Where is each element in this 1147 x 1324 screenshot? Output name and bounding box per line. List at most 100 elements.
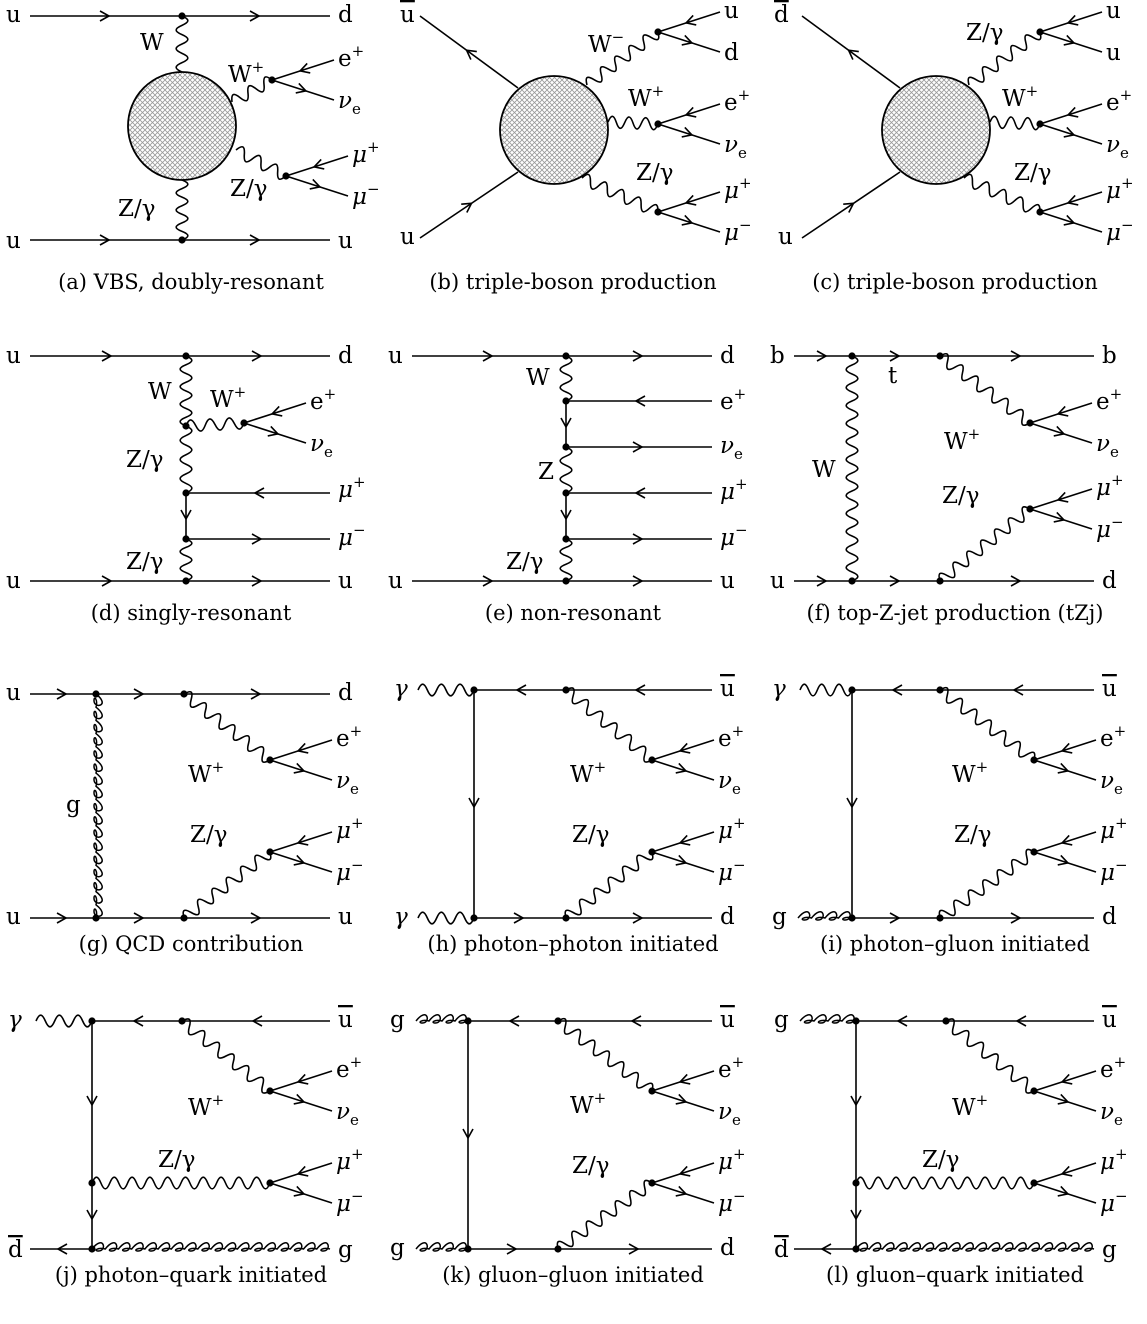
vertex-dot xyxy=(182,535,190,543)
particle-label: μ− xyxy=(1096,513,1124,543)
particle-label: Z/γ xyxy=(966,20,1003,46)
vertex-dot xyxy=(464,1017,472,1025)
label-part: ν xyxy=(338,88,352,114)
fermion-line xyxy=(657,191,721,213)
label-part: μ xyxy=(724,178,739,204)
fermion-arrow xyxy=(684,106,697,118)
fermion-arrow xyxy=(1053,511,1066,523)
fermion-line xyxy=(1033,1162,1097,1184)
label-part: u xyxy=(338,1007,353,1033)
fermion-arrow xyxy=(850,1209,862,1221)
fermion-arrow xyxy=(634,487,646,499)
label-part: + xyxy=(351,1145,364,1163)
boson-line xyxy=(185,417,245,432)
label-part: b xyxy=(1102,343,1117,369)
diagram-j-svg: e+νeμ+μ−W+Z/γγ ud g xyxy=(8,1007,364,1263)
fermion-arrow xyxy=(889,350,901,362)
vertex-dot xyxy=(266,848,274,856)
label-part: d xyxy=(774,1237,789,1263)
diagram-h: e+ νe μ+ μ− W+ Z/γ γ γ u d (h) photon–photon initi… xyxy=(382,662,764,993)
particle-label: μ− xyxy=(336,856,364,886)
particle-label: μ+ xyxy=(718,814,746,844)
fermion-line xyxy=(285,155,349,177)
fermion-arrow xyxy=(312,158,325,170)
fermion-arrow xyxy=(296,834,309,846)
label-part: g xyxy=(774,1007,789,1033)
label-part: μ xyxy=(338,477,353,503)
vertex-dot xyxy=(562,352,570,360)
particle-label: μ+ xyxy=(336,1145,364,1175)
label-part: μ xyxy=(720,479,735,505)
fermion-arrow xyxy=(1063,126,1076,138)
particle-label: W xyxy=(526,365,550,391)
particle-label: d xyxy=(724,40,739,66)
particle-label: μ+ xyxy=(336,814,364,844)
vertex-dot xyxy=(554,1245,562,1253)
particle-label: W xyxy=(812,457,836,483)
boson-line xyxy=(581,173,659,213)
particle-label: u xyxy=(6,680,21,706)
label-part: W xyxy=(952,1095,976,1121)
fermion-arrow xyxy=(1060,1073,1073,1085)
diagram-e: u d u u W Z Z/γ e+ νe μ+ μ− (e) non-resonant xyxy=(382,331,764,662)
particle-label: e+ xyxy=(310,385,336,415)
particle-label: W+ xyxy=(570,758,606,788)
vertex-dot xyxy=(178,1017,186,1025)
fermion-line xyxy=(651,739,715,761)
gluon-line xyxy=(799,1014,857,1024)
diagram-i: e+ νe μ+ μ− W+ Z/γ γ g u d (i) photon–gluon initia… xyxy=(764,662,1146,993)
fermion-line xyxy=(651,1090,715,1112)
label-part: b xyxy=(770,343,785,369)
fermion-arrow xyxy=(1063,214,1076,226)
label-part: d xyxy=(8,1237,23,1263)
fermion-arrow xyxy=(1056,491,1069,503)
diagram-c-svg: uue+νeμ+μ−duZ/γW+Z/γ xyxy=(774,0,1134,250)
fermion-arrow xyxy=(684,194,697,206)
fermion-arrow xyxy=(632,533,644,545)
particle-label: νe xyxy=(1096,431,1119,461)
label-part: u xyxy=(6,228,21,254)
vertex-dot xyxy=(470,914,478,922)
boson-line xyxy=(855,1176,1035,1190)
fermion-line xyxy=(651,851,715,873)
label-part: d xyxy=(720,1235,735,1261)
particle-label: μ+ xyxy=(718,1145,746,1175)
label-part: e xyxy=(720,389,734,415)
vertex-dot xyxy=(648,1087,656,1095)
label-part: e xyxy=(352,100,361,118)
boson-line xyxy=(799,683,853,697)
label-part: d xyxy=(338,2,353,28)
boson-line xyxy=(179,355,193,427)
fermion-arrow xyxy=(1057,854,1070,866)
label-part: μ xyxy=(336,1191,351,1217)
fermion-arrow xyxy=(180,509,192,521)
label-part: μ xyxy=(1106,178,1121,204)
gluon-line xyxy=(91,1242,331,1252)
label-part: − xyxy=(739,216,752,234)
label-part: − xyxy=(612,28,625,46)
vertex-dot xyxy=(92,914,100,922)
particle-label: Z/γ xyxy=(190,822,227,848)
label-part: g xyxy=(390,1235,405,1261)
caption-j: (j) photon–quark initiated xyxy=(54,1263,328,1287)
vertex-dot xyxy=(1026,419,1034,427)
label-part: + xyxy=(1026,82,1039,100)
fermion-arrow xyxy=(1063,34,1076,46)
fermion-arrow xyxy=(461,202,473,213)
fermion-line xyxy=(243,422,307,444)
particle-label: Z/γ xyxy=(506,549,543,575)
fermion-arrow xyxy=(465,49,477,60)
fermion-arrow xyxy=(891,684,903,696)
fermion-line xyxy=(269,1162,333,1184)
label-part: + xyxy=(1115,814,1128,832)
particle-label: μ− xyxy=(1106,216,1134,246)
fermion-arrow xyxy=(270,405,283,417)
label-part: d xyxy=(1102,568,1117,594)
particle-label: νe xyxy=(718,1099,741,1129)
fermion-line xyxy=(1029,508,1093,530)
diagram-d-svg: e+νeu du uW W+Z/γZ/γμ+μ− xyxy=(6,343,366,594)
fermion-arrow xyxy=(681,34,694,46)
caption-c: (c) triple-boson production xyxy=(812,270,1098,294)
label-part: u xyxy=(720,568,735,594)
